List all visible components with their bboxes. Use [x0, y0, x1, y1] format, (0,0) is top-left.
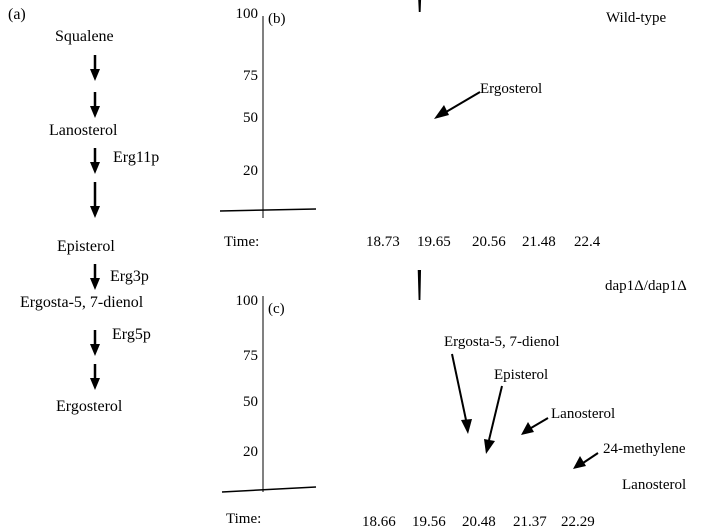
baseline-segment — [221, 486, 317, 493]
y-tick-label: 75 — [243, 68, 258, 84]
chart-title: Wild-type — [606, 10, 667, 26]
y-tick-label: 20 — [243, 163, 258, 179]
annotation-label: Ergosta-5, 7-dienol — [444, 334, 560, 350]
panel-label: (c) — [268, 301, 285, 317]
annotation-label: 24-methylene — [603, 441, 686, 457]
arrow-down-icon — [90, 182, 100, 218]
annotation-label: Lanosterol — [622, 477, 686, 493]
y-tick-label: 50 — [243, 394, 258, 410]
chromatogram-dap1: (c) dap1Δ/dap1Δ 100 75 50 20 Time: 18.66… — [221, 270, 687, 529]
x-tick-label: 21.37 — [513, 514, 547, 529]
annotation-arrow — [451, 353, 472, 434]
x-axis-label: Time: — [226, 511, 261, 527]
annotation-arrow — [521, 417, 549, 435]
y-tick-label: 75 — [243, 348, 258, 364]
x-tick-label: 20.56 — [472, 234, 506, 250]
enzyme-erg5p: Erg5p — [112, 326, 151, 343]
x-tick-label: 19.65 — [417, 234, 451, 250]
annotation-arrow — [484, 385, 503, 454]
arrow-down-icon — [90, 264, 100, 290]
y-tick-label: 20 — [243, 444, 258, 460]
series-line — [418, 0, 422, 13]
chromatogram-wild-type: (b) Wild-type 100 75 50 20 Time: 18.73 1… — [219, 0, 667, 250]
y-tick-label: 100 — [236, 6, 259, 22]
panel-a-label: (a) — [8, 6, 26, 23]
chart-title: dap1Δ/dap1Δ — [605, 278, 687, 294]
compound-squalene: Squalene — [55, 28, 114, 45]
arrow-down-icon — [90, 55, 100, 81]
enzyme-erg3p: Erg3p — [110, 268, 149, 285]
arrow-down-icon — [90, 148, 100, 174]
baseline-segment — [219, 208, 317, 212]
annotation-arrow — [573, 452, 599, 469]
compound-ergosterol: Ergosterol — [56, 398, 123, 415]
y-tick-label: 50 — [243, 110, 258, 126]
annotation-label: Ergosterol — [480, 81, 542, 97]
arrow-down-icon — [90, 364, 100, 390]
x-tick-label: 18.66 — [362, 514, 396, 529]
panel-label: (b) — [268, 11, 286, 27]
x-tick-label: 22.29 — [561, 514, 595, 529]
series-line — [417, 270, 422, 301]
enzyme-erg11p: Erg11p — [113, 149, 160, 166]
x-tick-label: 22.4 — [574, 234, 601, 250]
x-tick-label: 19.56 — [412, 514, 446, 529]
annotation-arrow — [434, 91, 481, 119]
x-tick-label: 21.48 — [522, 234, 556, 250]
compound-lanosterol: Lanosterol — [49, 122, 118, 139]
arrow-down-icon — [90, 92, 100, 118]
y-tick-label: 100 — [236, 293, 259, 309]
annotation-label: Lanosterol — [551, 406, 615, 422]
x-axis-label: Time: — [224, 234, 259, 250]
x-tick-label: 20.48 — [462, 514, 496, 529]
compound-ergosta-dienol: Ergosta-5, 7-dienol — [20, 294, 144, 311]
arrow-down-icon — [90, 330, 100, 356]
annotation-label: Episterol — [494, 367, 548, 383]
compound-episterol: Episterol — [57, 238, 115, 255]
x-tick-label: 18.73 — [366, 234, 400, 250]
